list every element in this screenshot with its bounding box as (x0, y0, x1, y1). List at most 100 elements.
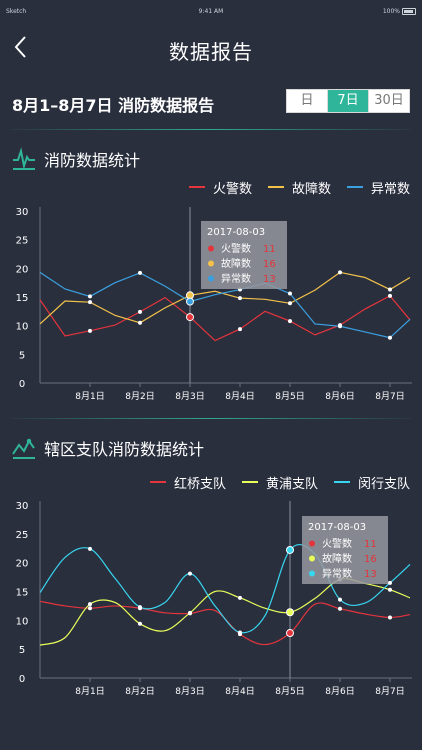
tooltip-label: 异常数 (221, 272, 251, 285)
section-1-title: 消防数据统计 (44, 151, 141, 170)
data-point (88, 606, 92, 611)
y-tick-label: 0 (19, 674, 25, 685)
data-point (238, 630, 242, 635)
tooltip-dot (309, 555, 315, 562)
district-data-chart[interactable]: 0 5 10 15 20 25 30 8月1日 8月2日 8月3日 8月4日 8月5日 8月6日 8月7日… (0, 495, 422, 707)
legend-label: 火警数 (212, 181, 252, 197)
section-1-header: 消防数据统计 (12, 147, 140, 171)
tooltip-label: 故障数 (322, 552, 352, 565)
tooltip-label: 故障数 (221, 257, 251, 270)
report-title: 8月1–8月7日 消防数据报告 (12, 96, 215, 115)
tooltip-dot (208, 260, 214, 267)
data-point (186, 313, 194, 322)
data-point (286, 608, 294, 617)
y-tick-label: 25 (16, 530, 29, 541)
data-point (338, 606, 342, 611)
y-tick-label: 10 (16, 322, 29, 333)
data-point (138, 309, 142, 314)
x-tick-label: 8月5日 (275, 391, 304, 402)
legend-item[interactable]: 红桥支队 (149, 473, 226, 492)
legend-label: 闵行支队 (357, 476, 410, 492)
legend-swatch (241, 481, 258, 483)
tooltip-dot (208, 245, 214, 252)
x-tick-label: 8月1日 (75, 391, 104, 402)
x-tick-label: 8月4日 (225, 391, 254, 402)
series-line (39, 543, 411, 634)
range-selector: 日 7日 30日 (286, 89, 410, 113)
data-point (288, 301, 292, 306)
data-point (188, 610, 192, 615)
legend-swatch (188, 186, 205, 188)
data-point (88, 546, 92, 551)
x-tick-label: 8月6日 (325, 391, 354, 402)
data-point (138, 621, 142, 626)
range-day-option[interactable]: 日 (287, 90, 328, 112)
tooltip-value: 13 (263, 274, 276, 285)
y-tick-label: 5 (19, 645, 25, 656)
battery-icon (402, 8, 416, 15)
tooltip: 2017-08-03 火警数 11 故障数 16 异常数 13 (201, 221, 287, 289)
divider (10, 129, 412, 130)
legend-swatch (346, 186, 363, 188)
tooltip-date: 2017-08-03 (207, 227, 265, 238)
fire-data-chart[interactable]: 0 5 10 15 20 25 30 8月1日 8月2日 8月3日 8月4日 8月5日 8月6日 8月7日… (0, 200, 422, 410)
legend-label: 异常数 (370, 181, 410, 197)
range-7day-option[interactable]: 7日 (328, 90, 369, 112)
x-tick-label: 8月6日 (325, 686, 354, 697)
tooltip-label: 异常数 (322, 567, 352, 580)
data-point (388, 615, 392, 620)
y-tick-label: 15 (16, 588, 29, 599)
data-point (388, 335, 392, 340)
legend-item[interactable]: 闵行支队 (333, 473, 410, 492)
battery-indicator: 100% (383, 8, 416, 15)
data-point (388, 580, 392, 585)
y-tick-label: 30 (16, 501, 29, 512)
y-tick-label: 30 (16, 207, 29, 218)
legend-label: 黄浦支队 (265, 476, 318, 492)
y-tick-label: 0 (19, 379, 25, 390)
legend-swatch (149, 481, 166, 483)
report-header: 8月1–8月7日 消防数据报告 日 7日 30日 (0, 86, 422, 118)
tooltip-dot (309, 540, 315, 547)
x-tick-label: 8月5日 (275, 686, 304, 697)
divider (10, 418, 412, 419)
data-point (186, 297, 194, 306)
data-point (138, 270, 142, 275)
x-tick-label: 8月1日 (75, 686, 104, 697)
tooltip-value: 16 (364, 554, 377, 565)
pulse-icon (13, 147, 35, 170)
legend-item[interactable]: 火警数 (188, 178, 252, 197)
back-button[interactable] (6, 32, 36, 62)
chevron-left-icon (14, 36, 26, 58)
data-point (188, 571, 192, 576)
y-tick-label: 25 (16, 236, 29, 247)
battery-label: 100% (382, 8, 400, 15)
x-tick-label: 8月2日 (125, 391, 154, 402)
legend-item[interactable]: 异常数 (346, 178, 410, 197)
chart-2-legend: 红桥支队 黄浦支队 闵行支队 (134, 472, 410, 492)
tooltip-box (201, 221, 287, 289)
data-point (88, 294, 92, 299)
range-30day-option[interactable]: 30日 (374, 93, 404, 108)
legend-item[interactable]: 故障数 (267, 178, 331, 197)
x-tick-label: 8月7日 (375, 686, 404, 697)
legend-swatch (267, 186, 284, 188)
series-line (39, 600, 411, 646)
data-point (238, 296, 242, 301)
x-tick-label: 8月2日 (125, 686, 154, 697)
y-tick-label: 5 (19, 350, 25, 361)
data-point (338, 597, 342, 602)
data-point (288, 319, 292, 324)
tooltip-value: 16 (263, 259, 276, 270)
series-line (39, 271, 411, 325)
data-point (138, 320, 142, 325)
tooltip-dot (208, 275, 214, 282)
data-point (338, 270, 342, 275)
legend-item[interactable]: 黄浦支队 (241, 473, 318, 492)
y-tick-label: 20 (16, 559, 29, 570)
tooltip-label: 火警数 (221, 242, 251, 255)
data-point (388, 587, 392, 592)
data-point (138, 605, 142, 610)
status-time: 9:41 AM (198, 8, 224, 15)
data-point (286, 545, 294, 554)
